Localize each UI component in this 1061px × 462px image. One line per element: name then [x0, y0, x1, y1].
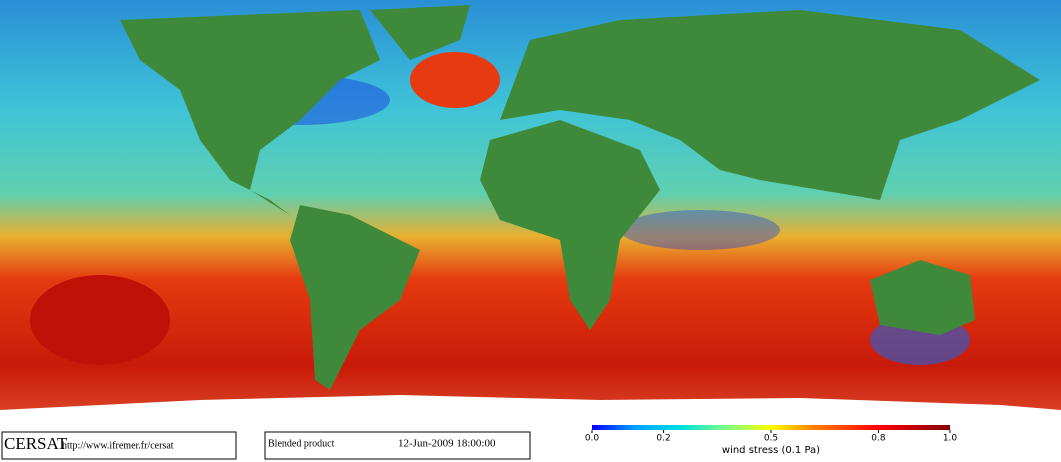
- colorbar: [592, 425, 950, 430]
- colorbar-tick-label: 1.0: [943, 434, 958, 444]
- map: [0, 0, 1061, 430]
- colorbar-tick-label: 0.8: [871, 434, 886, 444]
- url: http://www.ifremer.fr/cersat: [62, 440, 174, 451]
- colorbar-tick-label: 0.2: [656, 434, 670, 444]
- land: [120, 5, 1040, 390]
- product: Blended product: [268, 438, 335, 449]
- antarctica: [0, 395, 1061, 430]
- product-box: [264, 431, 531, 460]
- storm: [30, 275, 170, 365]
- colorbar-tick-label: 0.0: [585, 434, 600, 444]
- date: 12-Jun-2009 18:00:00: [398, 438, 496, 450]
- colorbar-tick-label: 0.5: [764, 434, 778, 444]
- logo-box: [1, 431, 237, 460]
- wind-patch: [620, 210, 780, 250]
- colorbar-label: wind stress (0.1 Pa): [722, 445, 820, 456]
- logo: CERSAT: [4, 434, 68, 453]
- storm: [410, 52, 500, 108]
